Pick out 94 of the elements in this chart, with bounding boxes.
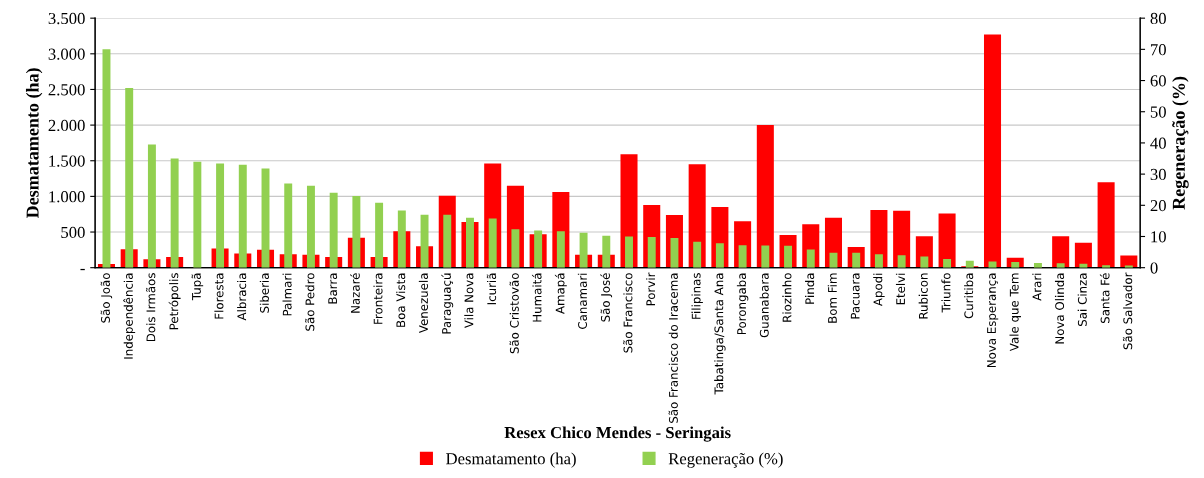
bar (715, 243, 724, 268)
x-tick-label: São Salvador (1122, 272, 1133, 350)
bar (738, 245, 747, 268)
x-tick-label: Icuriã (486, 273, 497, 305)
x-tick-label: Porvir (646, 272, 656, 306)
x-tick-label: Apodi (873, 273, 885, 307)
bar (943, 258, 952, 268)
x-tick-label: Independência (123, 273, 136, 359)
bar (1097, 182, 1115, 268)
x-tick-label: Canamari (577, 273, 587, 329)
x-tick-label: Petrópolis (168, 273, 181, 330)
y-tick-label: 2.500 (48, 84, 85, 96)
bar (1074, 242, 1092, 268)
y-tick-label: - (80, 268, 85, 271)
bar (193, 161, 202, 268)
x-tick-label: Floresta (214, 273, 224, 319)
x-tick-label: Bom Fim (827, 273, 837, 323)
x-tick-label: Palmari (282, 273, 292, 316)
bar (897, 255, 906, 268)
x-tick-label: Albracia (237, 273, 247, 321)
bar (1056, 263, 1065, 268)
x-tick-label: Paraguaçú (441, 273, 454, 334)
x-axis-title: Resex Chico Mendes - Seringais (504, 426, 731, 442)
x-tick-label: Etelvi (895, 273, 906, 305)
x-tick-label: Triunfo (941, 273, 951, 313)
y2-tick-label: 70 (1151, 44, 1166, 56)
x-tick-label: Tabatinga/Santa Ana (714, 273, 726, 395)
y-tick-label: 1.500 (49, 155, 85, 167)
bar (984, 34, 1002, 268)
bar (443, 214, 452, 268)
bar (1124, 265, 1133, 268)
x-tick-label: Nazaré (350, 273, 360, 313)
bar (625, 236, 633, 268)
x-tick-label: Nova Olinda (1054, 273, 1065, 344)
bar (1052, 236, 1070, 268)
legend-label: Desmatamento (ha) (446, 452, 576, 468)
y-tick-label: 3.000 (48, 48, 85, 60)
x-tick-label: Pinda (805, 273, 815, 304)
x-tick-label: Barra (328, 273, 338, 304)
bar (920, 256, 929, 268)
y2-tick-label: 50 (1150, 106, 1166, 118)
x-tick-label: São João (100, 273, 113, 323)
bar (784, 245, 793, 268)
bar (488, 218, 497, 268)
x-tick-label: Vila Nova (464, 273, 474, 329)
bar (693, 241, 702, 268)
y-tick-label: 500 (61, 226, 85, 238)
x-tick-label: Riozinho (782, 273, 792, 322)
x-tick-label: São José (600, 273, 613, 322)
y2-tick-label: 60 (1150, 75, 1166, 87)
x-tick-label: Boa Vista (396, 273, 406, 327)
x-tick-label: Arari (1032, 273, 1042, 301)
x-tick-label: São Francisco (623, 273, 633, 353)
y2-tick-label: 30 (1150, 168, 1166, 181)
x-tick-label: Venezuela (418, 273, 428, 334)
bar (556, 231, 565, 268)
x-tick-label: Amapá (554, 273, 567, 314)
bar (647, 237, 656, 268)
y2-tick-label: 0 (1150, 262, 1158, 274)
x-tick-label: Curitiba (964, 273, 974, 319)
x-tick-label: Fronteira (373, 273, 383, 324)
y-tick-label: 1.000 (49, 191, 85, 203)
y-tick-label: 3.500 (48, 12, 85, 25)
bar (761, 245, 770, 268)
y2-tick-label: 10 (1151, 231, 1166, 243)
x-tick-label: São Pedro (305, 273, 315, 331)
y-tick-label: 2.000 (48, 119, 85, 132)
y2-axis-title: Regeneração (%) (1172, 76, 1189, 210)
x-tick-label: Pacuara (850, 273, 860, 319)
x-tick-label: Sai Cinza (1077, 273, 1087, 326)
bar (806, 249, 815, 268)
y-axis-title: Desmatamento (ha) (25, 68, 43, 219)
legend-label: Regeneração (%) (668, 452, 783, 468)
y2-tick-label: 40 (1150, 137, 1166, 149)
x-tick-label: Santa Fé (1099, 273, 1110, 323)
y2-tick-label: 20 (1150, 200, 1166, 212)
x-tick-label: Vale que Tem (1009, 273, 1021, 352)
bar (511, 229, 520, 268)
bar (874, 254, 883, 268)
x-tick-label: Tupã (191, 273, 204, 301)
x-tick-label: Porongaba (736, 273, 749, 335)
x-tick-label: Filipinas (691, 273, 703, 319)
x-tick-label: Siberia (259, 273, 269, 313)
bar (756, 125, 774, 268)
x-tick-label: São Cristovão (509, 273, 519, 354)
x-tick-label: Nova Esperança (987, 273, 999, 368)
x-tick-label: Rubicon (918, 273, 928, 319)
x-tick-label: Guanabara (759, 273, 769, 338)
x-tick-label: Dois Irmãos (146, 273, 156, 342)
y2-tick-label: 80 (1150, 12, 1166, 25)
x-tick-label: Humaitá (531, 273, 542, 322)
x-tick-label: São Francisco do Iracema (668, 273, 678, 423)
bar (938, 213, 956, 268)
bar (670, 238, 679, 268)
